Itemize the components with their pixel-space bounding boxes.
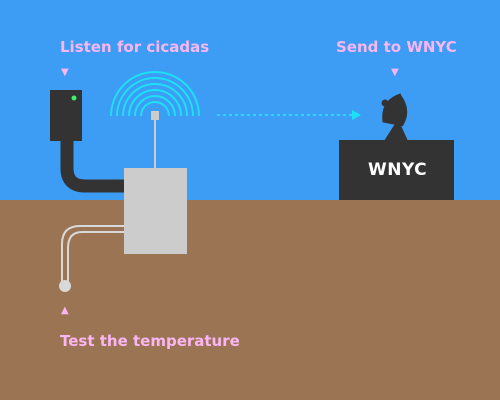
satellite-dish-icon bbox=[381, 93, 408, 141]
antenna-tip-icon bbox=[151, 111, 159, 120]
transmission-arrowhead-icon bbox=[352, 110, 361, 120]
send-label: Send to WNYC bbox=[336, 38, 457, 56]
sensor-led-icon bbox=[71, 95, 77, 101]
radio-waves-icon bbox=[110, 71, 200, 117]
sensor-cable bbox=[60, 140, 124, 193]
listen-arrow-icon: ▼ bbox=[61, 67, 69, 78]
station-name: WNYC bbox=[368, 160, 428, 180]
main-controller-box bbox=[124, 168, 187, 254]
probe-wire bbox=[61, 225, 124, 282]
station-building bbox=[339, 140, 454, 200]
ground-background bbox=[0, 200, 500, 400]
test-arrow-icon: ▲ bbox=[61, 305, 69, 316]
cicada-sensor-icon bbox=[50, 90, 82, 141]
temperature-probe-icon bbox=[59, 280, 71, 292]
listen-label: Listen for cicadas bbox=[60, 38, 210, 56]
test-label: Test the temperature bbox=[60, 332, 240, 350]
send-arrow-icon: ▼ bbox=[391, 67, 399, 78]
